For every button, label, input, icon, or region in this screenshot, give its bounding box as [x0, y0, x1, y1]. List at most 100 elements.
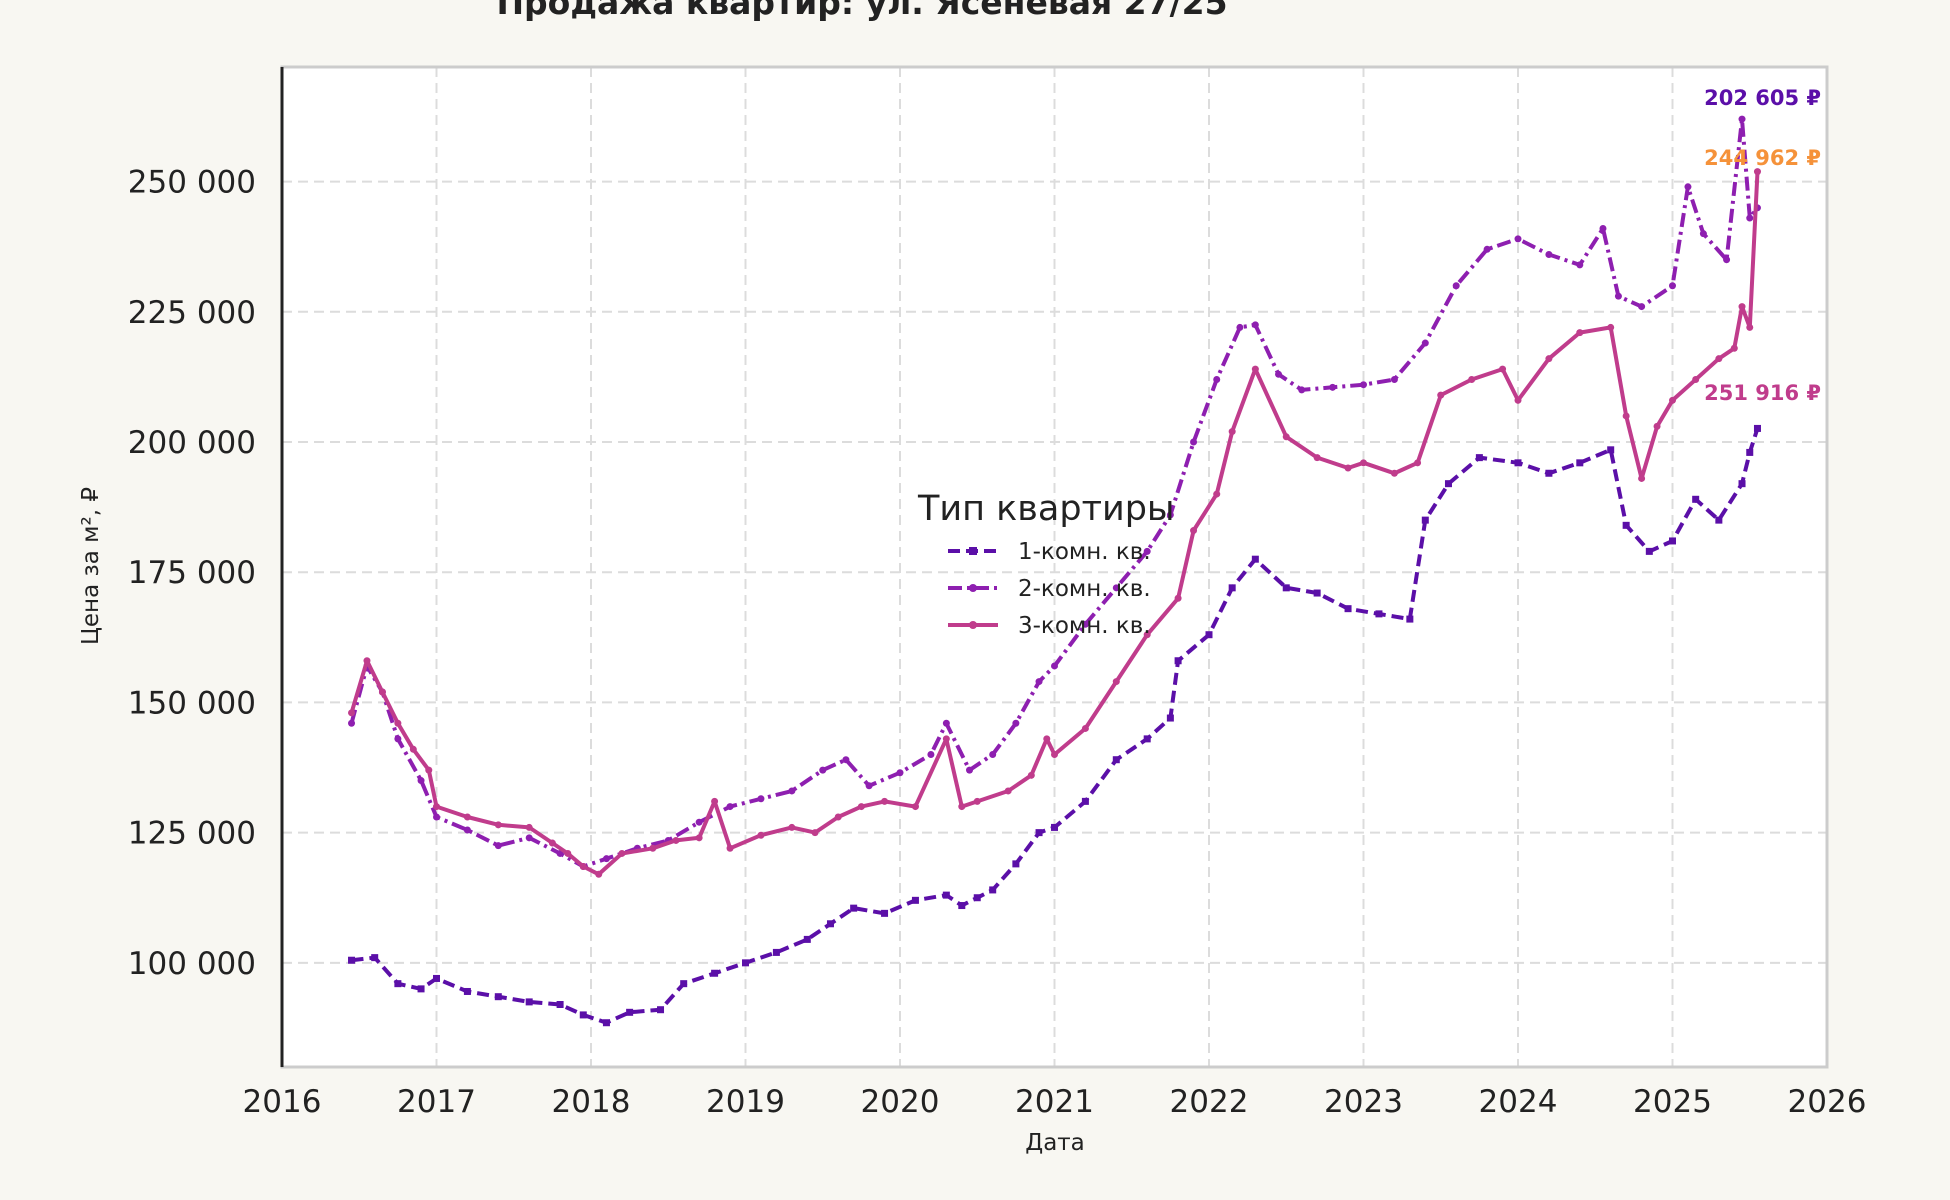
grid	[282, 67, 1827, 1067]
data-point	[672, 836, 680, 844]
data-point	[1166, 511, 1174, 519]
data-point	[819, 766, 827, 774]
x-tick-label: 2021	[1015, 1084, 1094, 1120]
data-point	[881, 797, 889, 805]
data-point	[1360, 381, 1367, 389]
data-point	[463, 813, 471, 821]
data-point	[850, 904, 858, 912]
legend: Тип квартиры 1-комн. кв. 2-комн. кв. 3-ком…	[917, 489, 1175, 639]
data-point	[911, 803, 919, 811]
data-point	[1545, 251, 1553, 258]
series-end-label: 251 916 ₽	[1704, 381, 1821, 405]
data-point	[1692, 376, 1700, 383]
data-point	[1746, 323, 1754, 331]
data-point	[618, 849, 626, 857]
chart-title: Продажа квартир: ул. Ясеневая 27/25	[496, 0, 1227, 22]
data-point	[788, 787, 796, 795]
data-point	[1251, 365, 1259, 373]
data-point	[1607, 323, 1615, 331]
data-point	[1375, 610, 1383, 618]
data-point	[1753, 168, 1761, 176]
data-point	[1421, 516, 1429, 524]
data-point	[1576, 329, 1584, 337]
data-point	[1638, 303, 1646, 311]
data-point	[1344, 605, 1352, 613]
x-tick-label: 2026	[1788, 1084, 1867, 1120]
data-point	[394, 719, 402, 727]
data-point	[525, 834, 533, 842]
x-tick-label: 2020	[861, 1084, 940, 1120]
data-point	[1143, 631, 1151, 639]
data-point	[1669, 282, 1676, 290]
data-point	[425, 766, 433, 774]
data-point	[1360, 459, 1367, 467]
data-point	[1421, 339, 1429, 347]
data-point	[1390, 376, 1398, 383]
data-point	[1514, 459, 1522, 467]
data-point	[973, 894, 981, 902]
data-point	[857, 803, 865, 811]
series-group	[348, 115, 1761, 1027]
legend-item: 2-комн. кв.	[948, 576, 1151, 602]
x-tick-label: 2023	[1324, 1084, 1403, 1120]
data-point	[1027, 771, 1035, 779]
series-2	[348, 115, 1761, 870]
data-point	[1081, 620, 1089, 628]
data-point	[1715, 355, 1723, 363]
data-point	[1715, 516, 1723, 524]
data-point	[348, 719, 356, 727]
data-point	[1228, 428, 1236, 436]
data-point	[363, 657, 371, 665]
data-point	[1004, 787, 1012, 795]
data-point	[1112, 584, 1120, 592]
data-point	[826, 920, 834, 928]
data-point	[757, 831, 765, 839]
data-point	[711, 969, 719, 977]
y-tick-label: 125 000	[128, 816, 256, 852]
data-point	[1282, 584, 1290, 592]
data-point	[1112, 756, 1120, 764]
x-tick-label: 2018	[552, 1084, 631, 1120]
data-point	[394, 735, 402, 743]
data-point	[1035, 678, 1043, 686]
data-point	[556, 1001, 564, 1008]
data-point	[378, 688, 386, 696]
data-point	[463, 987, 471, 995]
data-point	[1251, 321, 1259, 329]
data-point	[742, 959, 749, 967]
data-point	[942, 719, 950, 727]
tick-labels: 2016 2017 2018 2019 2020 2021 2022 2023 2024 2025…	[128, 165, 1867, 1120]
legend-item: 1-комн. кв.	[948, 539, 1151, 565]
data-point	[525, 823, 533, 831]
data-point	[1205, 631, 1213, 639]
data-point	[726, 803, 734, 811]
data-point	[348, 709, 356, 717]
data-point	[463, 826, 471, 834]
data-point	[1190, 527, 1198, 535]
data-point	[973, 797, 981, 805]
series-3	[348, 168, 1761, 878]
data-point	[695, 834, 703, 842]
data-point	[1275, 370, 1283, 378]
data-point	[1545, 469, 1553, 477]
data-point	[1692, 495, 1700, 503]
data-point	[626, 1008, 634, 1016]
data-point	[1313, 454, 1321, 462]
data-point	[602, 855, 610, 863]
data-point	[1444, 480, 1452, 488]
data-point	[865, 782, 873, 790]
data-point	[579, 1011, 587, 1019]
legend-label: 3-комн. кв.	[1018, 613, 1151, 639]
data-point	[1228, 584, 1236, 592]
data-point	[1468, 376, 1476, 383]
data-point	[1452, 282, 1460, 290]
series-end-label: 202 605 ₽	[1704, 86, 1821, 110]
data-point	[1514, 235, 1522, 243]
x-tick-label: 2017	[397, 1084, 476, 1120]
data-point	[911, 896, 919, 904]
data-point	[371, 954, 379, 962]
data-point	[1329, 383, 1337, 391]
data-point	[1012, 719, 1020, 727]
y-tick-label: 175 000	[128, 555, 256, 591]
